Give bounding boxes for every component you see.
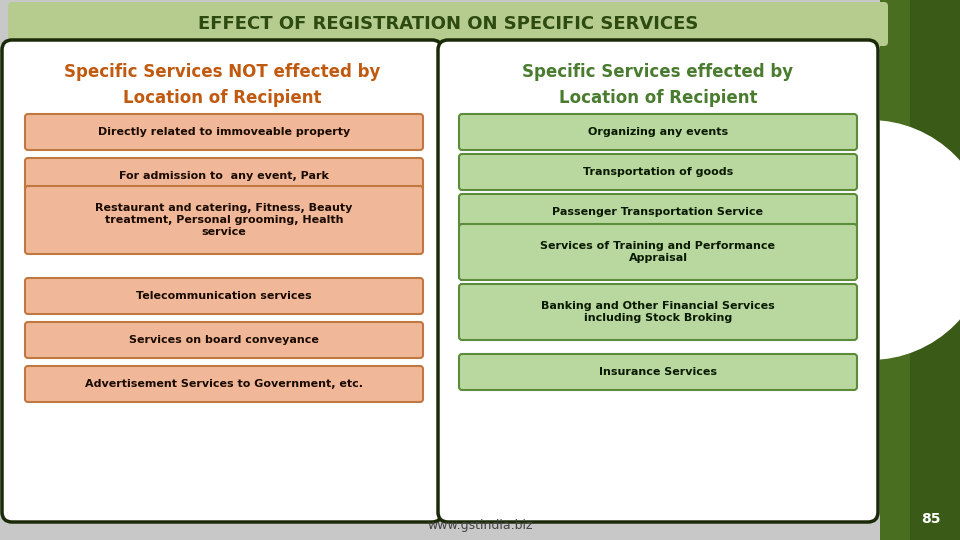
Ellipse shape [850, 145, 940, 345]
Text: Passenger Transportation Service: Passenger Transportation Service [553, 207, 763, 217]
FancyBboxPatch shape [25, 278, 423, 314]
Text: Insurance Services: Insurance Services [599, 367, 717, 377]
FancyBboxPatch shape [25, 322, 423, 358]
FancyBboxPatch shape [459, 154, 857, 190]
Text: Specific Services effected by
Location of Recipient: Specific Services effected by Location o… [522, 63, 794, 107]
Text: Specific Services NOT effected by
Location of Recipient: Specific Services NOT effected by Locati… [63, 63, 380, 107]
FancyBboxPatch shape [459, 114, 857, 150]
Text: www.gstindia.biz: www.gstindia.biz [427, 519, 533, 532]
Text: Services of Training and Performance
Appraisal: Services of Training and Performance App… [540, 241, 776, 263]
Text: Advertisement Services to Government, etc.: Advertisement Services to Government, et… [85, 379, 363, 389]
Circle shape [750, 120, 960, 360]
Text: Services on board conveyance: Services on board conveyance [129, 335, 319, 345]
Text: Banking and Other Financial Services
including Stock Broking: Banking and Other Financial Services inc… [541, 301, 775, 323]
FancyBboxPatch shape [880, 0, 910, 540]
Text: Transportation of goods: Transportation of goods [583, 167, 733, 177]
Text: 85: 85 [922, 512, 941, 526]
Text: Telecommunication services: Telecommunication services [136, 291, 312, 301]
Text: Organizing any events: Organizing any events [588, 127, 728, 137]
FancyBboxPatch shape [8, 2, 888, 46]
Text: Restaurant and catering, Fitness, Beauty
treatment, Personal grooming, Health
se: Restaurant and catering, Fitness, Beauty… [95, 203, 352, 237]
FancyBboxPatch shape [2, 40, 442, 522]
FancyBboxPatch shape [459, 284, 857, 340]
FancyBboxPatch shape [438, 40, 878, 522]
FancyBboxPatch shape [25, 158, 423, 194]
FancyBboxPatch shape [910, 504, 952, 534]
Text: For admission to  any event, Park: For admission to any event, Park [119, 171, 329, 181]
FancyBboxPatch shape [25, 366, 423, 402]
FancyBboxPatch shape [905, 0, 960, 540]
FancyBboxPatch shape [459, 194, 857, 230]
FancyBboxPatch shape [459, 354, 857, 390]
FancyBboxPatch shape [25, 114, 423, 150]
Text: EFFECT OF REGISTRATION ON SPECIFIC SERVICES: EFFECT OF REGISTRATION ON SPECIFIC SERVI… [198, 15, 698, 33]
FancyBboxPatch shape [459, 224, 857, 280]
Text: Directly related to immoveable property: Directly related to immoveable property [98, 127, 350, 137]
FancyBboxPatch shape [25, 186, 423, 254]
